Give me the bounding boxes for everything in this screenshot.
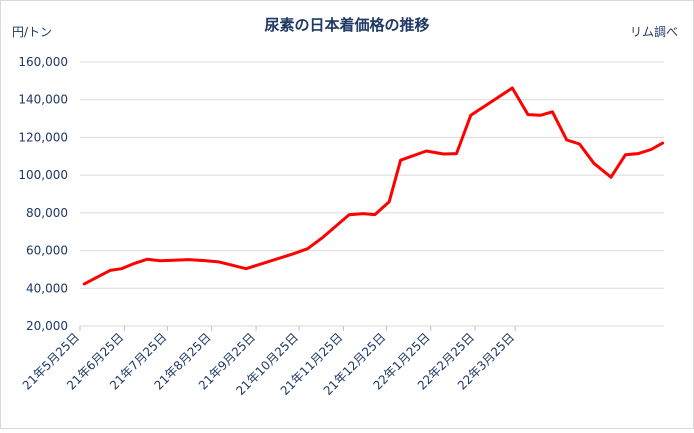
y-tick-label: 60,000 — [26, 244, 68, 258]
y-tick-label: 20,000 — [26, 319, 68, 333]
data-point — [373, 213, 377, 216]
data-point — [609, 175, 613, 179]
data-point — [399, 158, 402, 162]
data-point — [133, 262, 136, 265]
data-point — [469, 113, 473, 117]
data-point — [347, 213, 351, 217]
data-point — [510, 86, 514, 90]
data-point — [442, 152, 445, 156]
data-point — [244, 267, 248, 270]
data-point — [145, 257, 149, 261]
data-point — [661, 141, 664, 145]
y-tick-label: 100,000 — [18, 168, 68, 182]
data-point — [526, 113, 530, 116]
series-line — [82, 86, 665, 286]
data-point — [94, 276, 98, 280]
data-point — [551, 110, 554, 114]
data-point — [187, 258, 191, 261]
data-point — [455, 152, 458, 155]
data-point — [425, 149, 428, 153]
data-point — [120, 267, 123, 270]
y-axis-unit-label: 円/トン — [12, 25, 52, 39]
data-point — [320, 236, 324, 240]
data-point — [362, 212, 365, 215]
data-point — [565, 138, 568, 142]
data-point — [387, 200, 391, 204]
series-layer — [82, 86, 665, 286]
data-point — [203, 259, 206, 262]
data-point — [636, 152, 640, 155]
data-point — [217, 260, 221, 264]
source-note: リム調べ — [630, 25, 678, 39]
data-point — [592, 161, 596, 165]
x-axis-ticks: 21年5月25日21年6月25日21年7月25日21年8月25日21年9月25日… — [20, 326, 517, 398]
data-point — [230, 263, 234, 267]
y-tick-label: 160,000 — [18, 55, 68, 69]
data-point — [649, 148, 653, 151]
chart-title: 尿素の日本着価格の推移 — [264, 16, 429, 34]
data-point — [108, 269, 112, 272]
y-tick-label: 40,000 — [26, 281, 68, 295]
data-point — [624, 153, 627, 157]
data-point — [82, 282, 86, 286]
data-point — [158, 259, 162, 263]
y-tick-label: 140,000 — [18, 93, 68, 107]
y-tick-label: 80,000 — [26, 206, 68, 220]
data-point — [306, 247, 309, 250]
data-point — [291, 252, 295, 256]
data-point — [539, 113, 543, 117]
data-point — [578, 142, 581, 146]
y-tick-label: 120,000 — [18, 130, 68, 144]
y-axis-ticks: 20,000 40,000 60,000 80,000 100,000 120,000 14… — [18, 55, 68, 333]
